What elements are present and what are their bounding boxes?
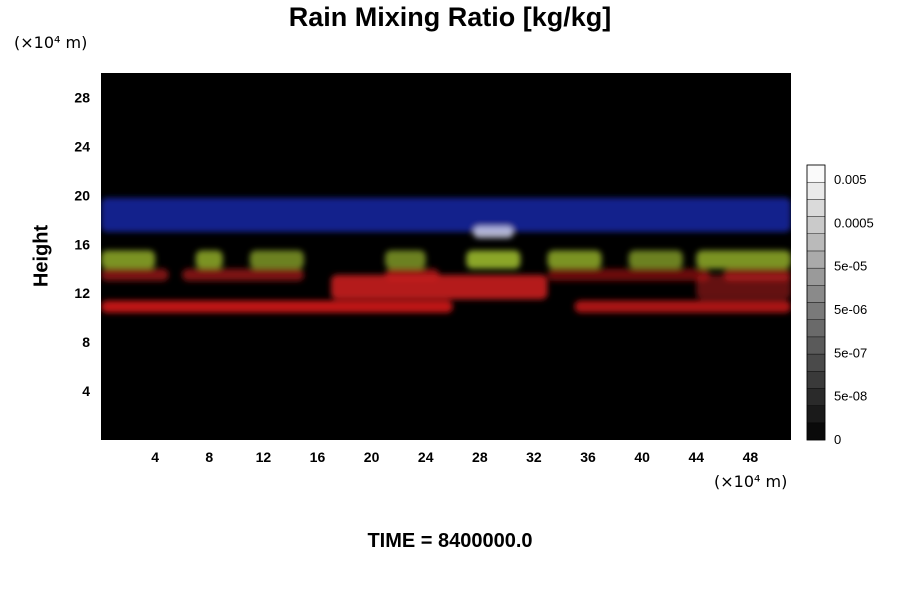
colorbar-swatch xyxy=(806,267,826,286)
colorbar-swatch xyxy=(806,319,826,338)
data-cell xyxy=(331,274,548,300)
x-tick-label: 32 xyxy=(526,449,542,465)
colorbar-tick-label: 0 xyxy=(834,432,841,447)
data-cell xyxy=(195,250,223,269)
x-tick-label: 20 xyxy=(364,449,380,465)
x-tick-label: 44 xyxy=(689,449,705,465)
x-tick-label: 36 xyxy=(580,449,596,465)
chart-title: Rain Mixing Ratio [kg/kg] xyxy=(288,2,612,32)
x-tick-label: 48 xyxy=(743,449,759,465)
data-cell xyxy=(249,250,304,269)
x-tick-label: 4 xyxy=(151,449,159,465)
x-axis-unit-label: (×10⁴ m) xyxy=(714,472,788,491)
colorbar-swatch xyxy=(806,336,826,355)
colorbar-swatch xyxy=(806,285,826,303)
y-axis-ticks: 4 8 12 16 20 24 28 xyxy=(74,89,90,399)
data-cell xyxy=(101,197,791,233)
colorbar-swatch xyxy=(806,164,826,183)
y-tick-label: 16 xyxy=(74,236,90,252)
data-cell xyxy=(101,268,169,281)
colorbar-tick-label: 0.005 xyxy=(834,172,867,187)
colorbar-swatch xyxy=(806,302,826,320)
colorbar-swatch xyxy=(806,181,826,200)
colorbar-swatch xyxy=(806,405,826,424)
x-tick-label: 8 xyxy=(205,449,213,465)
data-layers xyxy=(101,197,791,313)
x-axis-ticks: 4 8 12 16 20 24 28 32 36 40 44 48 xyxy=(151,449,758,465)
y-tick-label: 4 xyxy=(82,383,90,399)
x-tick-label: 40 xyxy=(634,449,650,465)
data-cell xyxy=(385,250,426,269)
data-cell xyxy=(547,250,602,269)
colorbar-swatch xyxy=(806,353,826,372)
x-tick-label: 16 xyxy=(310,449,326,465)
data-cell xyxy=(101,250,156,269)
data-cell xyxy=(101,300,453,313)
colorbar-swatch xyxy=(806,233,826,252)
x-tick-label: 24 xyxy=(418,449,434,465)
colorbar-tick-label: 5e-08 xyxy=(834,389,867,404)
x-tick-label: 12 xyxy=(256,449,272,465)
colorbar-ticks: 0.005 0.0005 5e-05 5e-06 5e-07 5e-08 0 xyxy=(834,172,874,447)
data-cell xyxy=(696,274,791,300)
y-tick-label: 24 xyxy=(74,138,90,154)
y-tick-label: 20 xyxy=(74,187,90,203)
time-footer: TIME = 8400000.0 xyxy=(367,530,533,552)
colorbar-swatch xyxy=(806,199,826,217)
data-cell xyxy=(182,268,304,281)
data-cell xyxy=(547,268,710,281)
data-cell xyxy=(628,250,683,269)
y-tick-label: 28 xyxy=(74,89,90,105)
data-cell xyxy=(466,250,521,269)
data-cell xyxy=(696,250,791,269)
colorbar-swatch xyxy=(806,371,826,389)
y-tick-label: 12 xyxy=(74,285,90,301)
data-cell xyxy=(473,225,514,239)
colorbar-swatch xyxy=(806,422,826,441)
data-cell xyxy=(574,300,791,313)
y-tick-label: 8 xyxy=(82,334,90,350)
colorbar-tick-label: 0.0005 xyxy=(834,215,874,230)
colorbar-tick-label: 5e-07 xyxy=(834,345,867,360)
y-axis-unit-label: (×10⁴ m) xyxy=(14,33,88,52)
colorbar-tick-label: 5e-06 xyxy=(834,302,867,317)
colorbar-swatch xyxy=(806,250,826,269)
colorbar-swatch xyxy=(806,388,826,406)
colorbar-tick-label: 5e-05 xyxy=(834,259,867,274)
x-tick-label: 28 xyxy=(472,449,488,465)
colorbar xyxy=(806,164,826,441)
colorbar-frame xyxy=(806,164,826,441)
colorbar-swatch xyxy=(806,216,826,234)
